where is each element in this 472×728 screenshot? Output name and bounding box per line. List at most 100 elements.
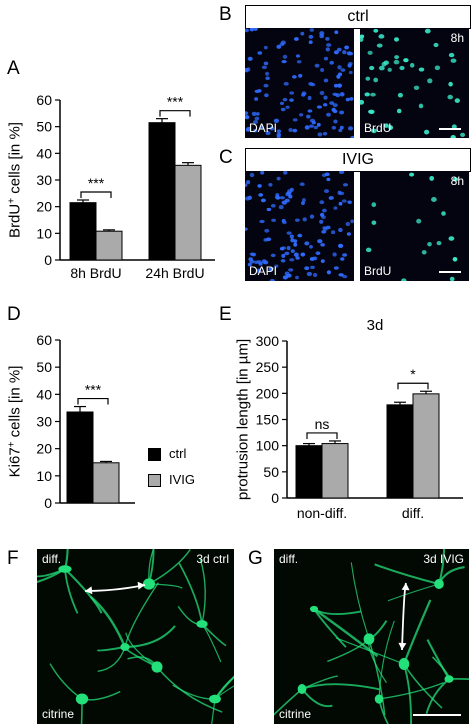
bar-ctrl [66,411,94,504]
arrow-head [137,581,145,590]
nucleus [245,111,249,116]
nucleus [346,51,352,56]
nucleus [289,234,294,239]
legend-label-ivig: IVIG [169,472,196,487]
nucleus [282,275,288,280]
nucleus [416,218,422,224]
nucleus [324,189,329,194]
nucleus [321,173,327,178]
nucleus [339,125,344,130]
soma [398,658,410,670]
micrograph-label: DAPI [249,121,278,135]
nucleus [308,81,314,86]
nucleus [278,204,284,210]
micrograph-time: 8h [450,174,464,188]
soma [374,694,384,704]
nuclei-image [245,28,354,138]
nucleus [301,93,306,97]
nucleus [276,176,281,181]
nucleus [289,258,295,262]
nucleus [339,110,345,115]
arrow-head [85,586,93,595]
nucleus [323,78,329,83]
nucleus [340,257,345,261]
nucleus [332,252,337,257]
nucleus [396,108,402,114]
nucleus [259,219,265,224]
chart-d: 0 10 20 30 40 50 60 Ki67+ cells [in %] *** [6,332,135,511]
nucleus [452,177,459,182]
nucleus [259,125,264,129]
nucleus [421,250,427,255]
micrograph-label: DAPI [249,264,278,278]
nucleus [448,52,455,58]
micrograph-time: 8h [450,31,464,45]
nucleus [371,220,377,225]
nucleus [342,274,348,279]
nucleus [378,65,385,71]
neurite [301,683,380,691]
nucleus [332,92,338,96]
nucleus [255,112,260,116]
nucleus [257,51,263,55]
nuclei-image [360,28,466,138]
micrograph-label-bl: citrine [42,707,75,721]
significance-bracket [397,382,429,390]
scale-bar [413,714,461,716]
neurite [301,675,338,690]
y-tick-label: 30 [36,414,52,430]
nucleus [319,34,325,39]
nucleus [299,182,305,186]
nucleus [269,279,275,281]
nucleus [424,28,431,34]
soma [297,683,307,695]
nucleus [394,37,399,42]
nucleus [383,123,389,128]
micrograph-label-tl: diff. [42,552,62,566]
nucleus [360,99,365,105]
nucleus [276,129,282,134]
nucleus [310,265,315,270]
micrograph-c-dapi: DAPI [245,171,354,281]
nucleus [342,50,347,55]
nucleus [281,253,286,258]
nucleus [337,243,344,249]
nucleus [369,65,375,71]
nucleus [326,43,332,47]
x-tick-label: 8h BrdU [70,265,121,281]
neurite [49,663,83,700]
nucleus [341,199,347,203]
nucleus [323,56,329,61]
chart-title: 3d [367,318,384,334]
nucleus [245,183,248,187]
nucleus [321,230,327,234]
nucleus [316,122,321,127]
nucleus [292,75,297,79]
soma [196,620,208,628]
nucleus [254,116,260,121]
nucleus [454,98,460,103]
nucleus [460,132,466,138]
nucleus [331,125,337,130]
nucleus [268,182,273,187]
neurite [172,684,216,700]
nucleus [264,228,270,233]
nucleus [283,81,289,86]
nucleus [308,40,313,44]
bar-ivig [95,230,123,261]
nucleus [289,91,295,95]
nucleus [409,62,415,68]
neurite [402,599,432,665]
nucleus [295,275,299,280]
nucleus [260,198,266,203]
nucleus [427,78,433,84]
nucleus [401,278,407,281]
nucleus [280,246,287,250]
nucleus [282,54,288,59]
nucleus [263,45,268,50]
nucleus [281,218,286,223]
nucleus [434,65,441,71]
nucleus [337,83,342,88]
panel-letter-b: B [219,4,232,25]
nucleus [289,98,294,102]
